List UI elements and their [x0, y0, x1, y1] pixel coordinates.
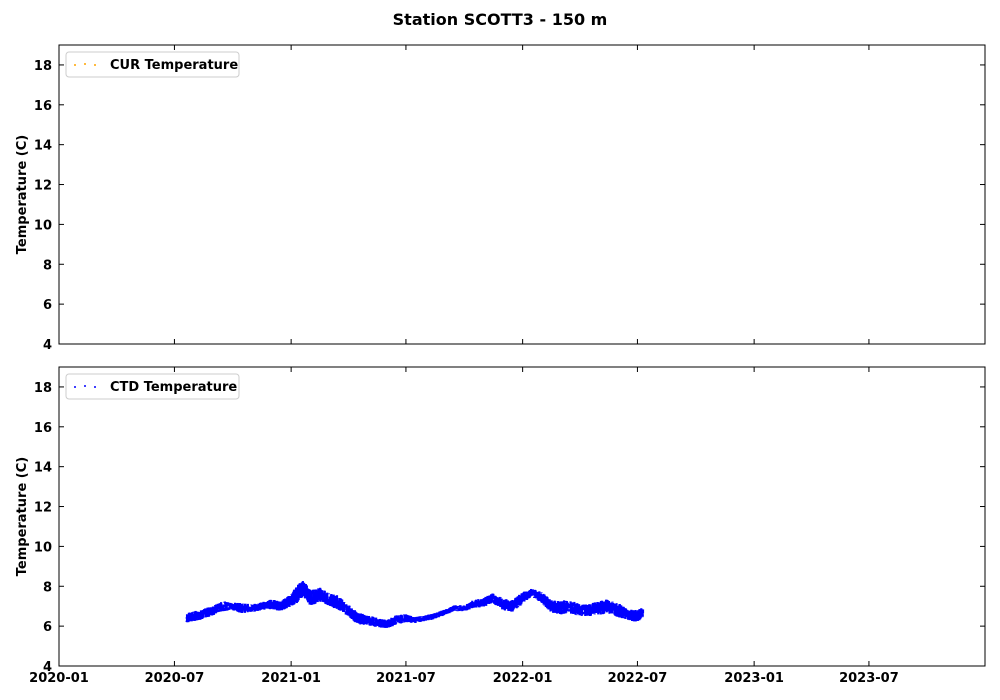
y-tick-label: 4 — [43, 660, 52, 675]
y-tick-label: 18 — [34, 381, 52, 396]
panel-cur-temperature: 4 6 8 10 12 14 16 18 Temperature (C) CUR Temperat… — [15, 44, 986, 353]
chart-title: Station SCOTT3 - 150 m — [392, 10, 608, 29]
legend-marker — [84, 63, 86, 65]
legend-box — [65, 373, 240, 400]
y-axis-label: Temperature (C) — [15, 457, 30, 576]
y-tick-label: 12 — [34, 501, 52, 516]
legend-label: CTD Temperature — [110, 380, 237, 395]
y-tick-label: 14 — [34, 461, 52, 476]
y-tick-label: 6 — [43, 298, 52, 313]
x-tick-label: 2021-01 — [261, 671, 321, 686]
y-tick-label: 6 — [43, 620, 52, 635]
y-tick-label: 16 — [34, 99, 52, 114]
y-tick-label: 14 — [34, 139, 52, 154]
y-tick-label: 4 — [43, 338, 52, 353]
y-tick-label: 16 — [34, 421, 52, 436]
y-tick-label: 18 — [34, 59, 52, 74]
legend-label: CUR Temperature — [110, 58, 238, 73]
legend-marker — [94, 386, 96, 388]
y-tick-label: 10 — [34, 218, 52, 233]
x-tick-label: 2023-01 — [724, 671, 784, 686]
legend: CUR Temperature — [65, 51, 240, 78]
x-tick-label: 2021-07 — [376, 671, 436, 686]
y-tick-label: 8 — [43, 580, 52, 595]
plot-frame — [58, 366, 986, 667]
series-ctd-temperature — [185, 581, 645, 628]
legend-marker — [84, 385, 86, 387]
y-tick-label: 10 — [34, 540, 52, 555]
x-tick-label: 2020-01 — [29, 671, 89, 686]
legend-marker — [74, 386, 76, 388]
legend: CTD Temperature — [65, 373, 240, 400]
plot-frame — [58, 44, 986, 345]
x-tick-label: 2020-07 — [145, 671, 205, 686]
legend-box — [65, 51, 240, 78]
y-tick-label: 12 — [34, 179, 52, 194]
x-tick-label: 2023-07 — [839, 671, 899, 686]
legend-marker — [94, 64, 96, 66]
y-tick-label: 8 — [43, 258, 52, 273]
x-tick-label: 2022-07 — [608, 671, 668, 686]
panel-ctd-temperature: 4 6 8 10 12 14 16 18 2020-01 2020-07 2021-01 2021-0… — [15, 366, 986, 686]
y-axis-label: Temperature (C) — [15, 135, 30, 254]
x-tick-label: 2022-01 — [493, 671, 553, 686]
legend-marker — [74, 64, 76, 66]
